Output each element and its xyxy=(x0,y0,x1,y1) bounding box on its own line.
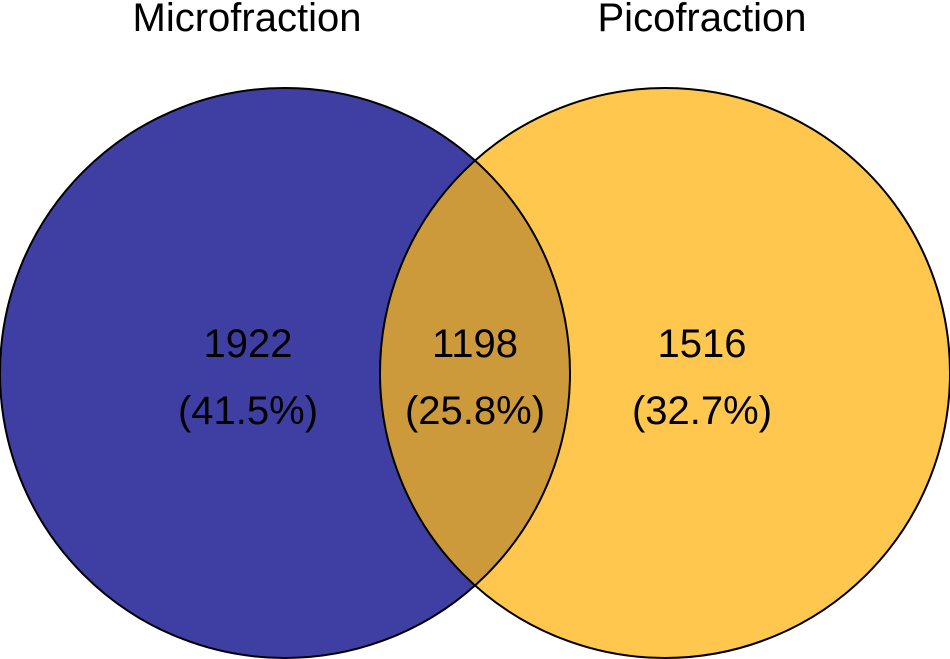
region-percent-micro-only: (41.5%) xyxy=(178,389,318,433)
region-count-both: 1198 xyxy=(432,322,518,366)
region-percent-both: (25.8%) xyxy=(405,389,545,433)
region-count-micro-only: 1922 xyxy=(204,322,293,366)
overlap-region xyxy=(380,88,570,658)
set-label-picofraction: Picofraction xyxy=(598,0,807,40)
picofraction-outline xyxy=(379,87,950,659)
set-label-microfraction: Microfraction xyxy=(133,0,362,40)
region-percent-pico-only: (32.7%) xyxy=(632,389,772,433)
region-count-pico-only: 1516 xyxy=(658,322,747,366)
microfraction-outline xyxy=(0,87,571,659)
